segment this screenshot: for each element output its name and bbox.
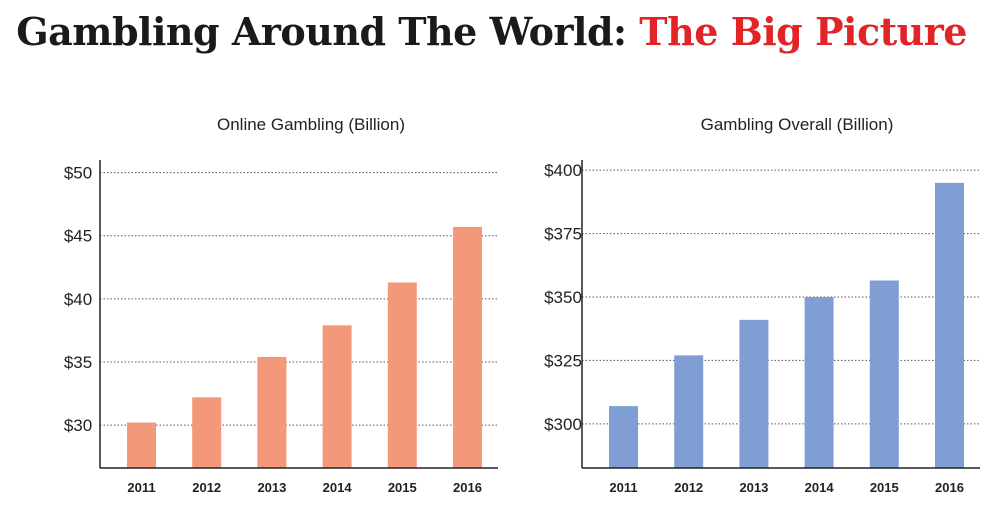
y-tick-label: $375 xyxy=(544,225,582,244)
bar-2014 xyxy=(804,297,834,468)
y-tick-label: $325 xyxy=(544,351,582,370)
x-tick-label: 2016 xyxy=(453,480,482,495)
x-tick-label: 2014 xyxy=(805,480,835,495)
x-tick-label: 2016 xyxy=(935,480,964,495)
chart-1: Online Gambling (Billion) $30 $35 $40 $45 $50… xyxy=(64,115,498,495)
x-tick-label: 2011 xyxy=(609,480,637,495)
y-tick-label: $50 xyxy=(64,164,92,183)
page-title-accent: The Big Picture xyxy=(639,9,967,54)
bar-2012 xyxy=(674,355,704,468)
x-tick-label: 2013 xyxy=(739,480,768,495)
y-tick-label: $35 xyxy=(64,353,92,372)
x-tick-label: 2015 xyxy=(870,480,899,495)
y-tick-label: $400 xyxy=(544,161,582,180)
bar-2015 xyxy=(387,282,417,468)
y-tick-label: $40 xyxy=(64,290,92,309)
bar-2015 xyxy=(869,280,899,468)
y-tick-label: $350 xyxy=(544,288,582,307)
y-tick-label: $30 xyxy=(64,416,92,435)
bar-2014 xyxy=(322,325,352,468)
bar-2011 xyxy=(609,406,638,468)
x-tick-label: 2014 xyxy=(323,480,353,495)
bar-2012 xyxy=(192,397,222,468)
y-tick-label: $45 xyxy=(64,227,92,246)
bar-2016 xyxy=(453,226,482,468)
chart-2: Gambling Overall (Billion) $300 $325 $350 $3… xyxy=(544,115,980,495)
bar-2016 xyxy=(935,182,964,468)
x-tick-label: 2011 xyxy=(127,480,155,495)
bar-2013 xyxy=(257,356,287,468)
page-title: Gambling Around The World: The Big Pictu… xyxy=(0,4,1001,60)
x-tick-label: 2012 xyxy=(192,480,221,495)
bar-2011 xyxy=(127,422,156,468)
x-tick-label: 2013 xyxy=(257,480,286,495)
page-title-main: Gambling Around The World: xyxy=(16,9,627,54)
bar-2013 xyxy=(739,319,769,468)
chart-title: Gambling Overall (Billion) xyxy=(701,115,894,134)
y-tick-label: $300 xyxy=(544,415,582,434)
x-tick-label: 2015 xyxy=(388,480,417,495)
chart-title: Online Gambling (Billion) xyxy=(217,115,405,134)
x-tick-label: 2012 xyxy=(674,480,703,495)
